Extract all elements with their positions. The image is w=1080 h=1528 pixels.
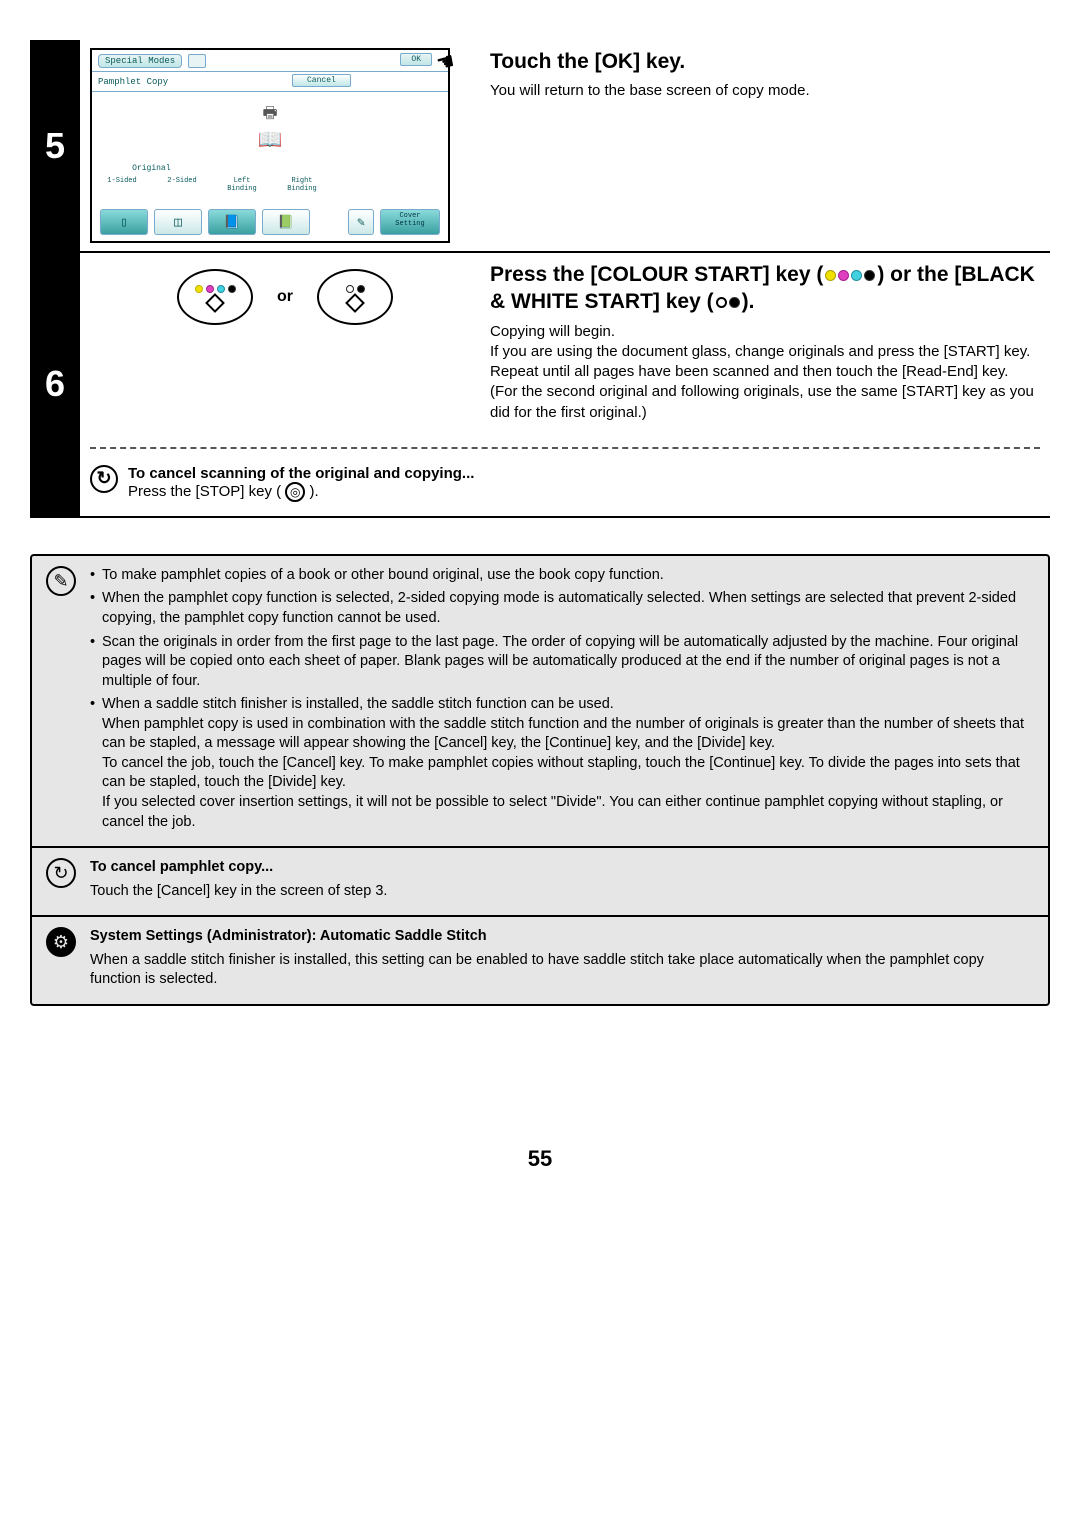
step-5-text: Touch the [OK] key. You will return to t… [490,40,1050,251]
step-6-number: 6 [30,253,80,516]
back-arrow2-icon: ↻ [46,858,76,888]
info-bullet: To make pamphlet copies of a book or oth… [90,566,1034,586]
original-label: Original [92,164,211,173]
dot-magenta-icon [206,285,214,293]
info-notes-section: ✎ To make pamphlet copies of a book or o… [32,556,1048,846]
right-binding-button[interactable]: 📗 [262,209,310,235]
cancel-scan-body-pre: Press the [STOP] key ( [128,483,281,500]
cancel-scan-body-post: ). [309,483,318,500]
info-bullet: When the pamphlet copy function is selec… [90,589,1034,628]
step-5-number: 5 [30,40,80,251]
step-6-body1: Copying will begin. [490,323,615,340]
step-6-title-prefix: Press the [COLOUR START] key ( [490,263,823,286]
cancel-scan-heading: To cancel scanning of the original and c… [128,465,474,482]
pencil-note-icon: ✎ [46,566,76,596]
step-5-title: Touch the [OK] key. [490,48,1040,75]
colour-dots-inline-icon [825,270,875,281]
info-cancel-text: To cancel pamphlet copy... Touch the [Ca… [90,858,387,905]
one-sided-label: 1-Sided [92,177,152,193]
cancel-button[interactable]: Cancel [292,74,351,87]
step-6-title-suffix: ). [742,290,755,313]
info-cancel-heading: To cancel pamphlet copy... [90,859,273,875]
step-6-body2: If you are using the document glass, cha… [490,343,1034,421]
bw-start-key[interactable] [317,269,393,325]
info-box: ✎ To make pamphlet copies of a book or o… [30,554,1050,1006]
left-binding-button[interactable]: 📘 [208,209,256,235]
step-6-body: Copying will begin. If you are using the… [490,322,1040,423]
page-number: 55 [30,1146,1050,1172]
dot-black2-icon [357,285,365,293]
info-admin-text: System Settings (Administrator): Automat… [90,927,1034,994]
edit-icon[interactable]: ✎ [348,209,374,235]
ok-button[interactable]: OK [400,53,432,66]
right-binding-label: Right Binding [272,177,332,193]
info-bullet: When a saddle stitch finisher is install… [90,695,1034,832]
two-sided-button[interactable]: ◫ [154,209,202,235]
step-5-body: You will return to the base screen of co… [490,81,1040,101]
step-6-cancel-block: ↻ To cancel scanning of the original and… [80,431,1050,516]
back-arrow-icon: ↻ [90,465,118,493]
or-label: or [277,288,293,306]
step-6-bottom-rule [30,516,1050,518]
info-bullet: Scan the originals in order from the fir… [90,633,1034,692]
tab-icon[interactable] [188,54,206,68]
colour-start-key[interactable] [177,269,253,325]
special-modes-tab[interactable]: Special Modes [98,54,182,68]
stop-key-icon: ◎ [285,482,305,502]
two-sided-label: 2-Sided [152,177,212,193]
step-6-title: Press the [COLOUR START] key () or the [… [490,261,1040,316]
step-6: 6 or [30,253,1050,516]
step-5: 5 Special Modes OK ☚ Pamphlet Copy Cance… [30,40,1050,253]
dot-cyan-icon [217,285,225,293]
start-diamond2-icon [345,293,365,313]
info-admin-body: When a saddle stitch finisher is install… [90,951,1034,990]
info-admin-heading: System Settings (Administrator): Automat… [90,928,487,944]
copier-screen: Special Modes OK ☚ Pamphlet Copy Cancel … [90,48,450,243]
step-6-text: Press the [COLOUR START] key () or the [… [490,253,1050,431]
info-cancel-section: ↻ To cancel pamphlet copy... Touch the [… [32,846,1048,915]
dot-black-icon [228,285,236,293]
dot-white-icon [346,285,354,293]
gear-admin-icon: ⚙ [46,927,76,957]
one-sided-button[interactable]: ▯ [100,209,148,235]
pamphlet-copy-label: Pamphlet Copy [98,77,168,87]
info-bullets: To make pamphlet copies of a book or oth… [90,566,1034,836]
info-cancel-body: Touch the [Cancel] key in the screen of … [90,882,387,902]
info-admin-section: ⚙ System Settings (Administrator): Autom… [32,915,1048,1004]
cancel-scan-text: To cancel scanning of the original and c… [128,465,474,502]
dot-yellow-icon [195,285,203,293]
bw-dots-inline-icon [716,297,740,308]
printer-icon: 🖶 [262,102,277,129]
open-book-icon: 📖 [258,127,283,153]
left-binding-label: Left Binding [212,177,272,193]
step-6-visual: or [80,253,490,431]
start-diamond-icon [205,293,225,313]
page: 5 Special Modes OK ☚ Pamphlet Copy Cance… [30,40,1050,1172]
step-5-visual: Special Modes OK ☚ Pamphlet Copy Cancel … [80,40,490,251]
dashed-separator [90,447,1040,449]
cover-setting-button[interactable]: Cover Setting [380,209,440,235]
